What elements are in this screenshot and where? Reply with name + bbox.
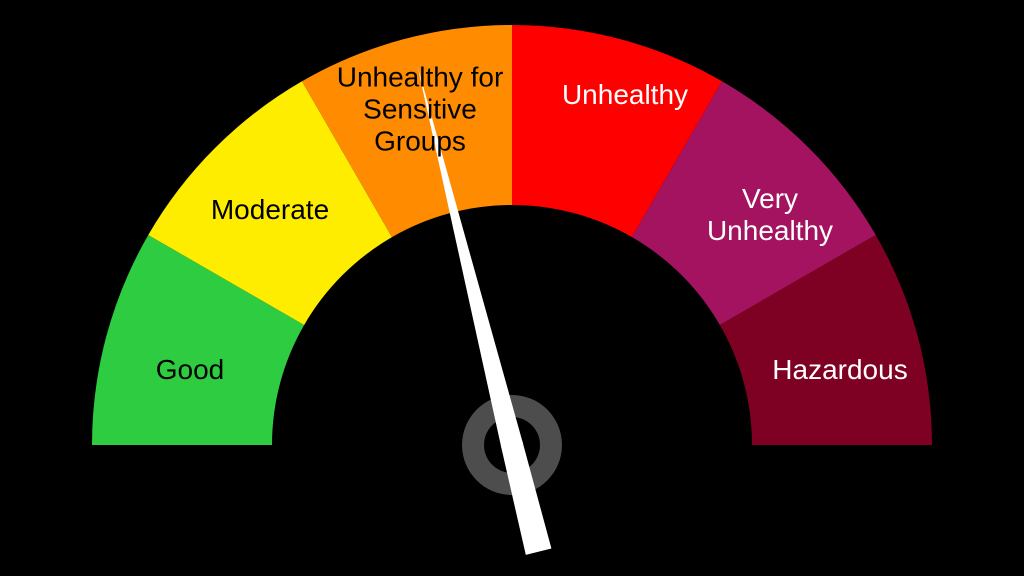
needle-cap: [501, 434, 523, 456]
gauge-chart: GoodModerateUnhealthy for Sensitive Grou…: [0, 0, 1024, 576]
gauge-svg: [0, 0, 1024, 576]
